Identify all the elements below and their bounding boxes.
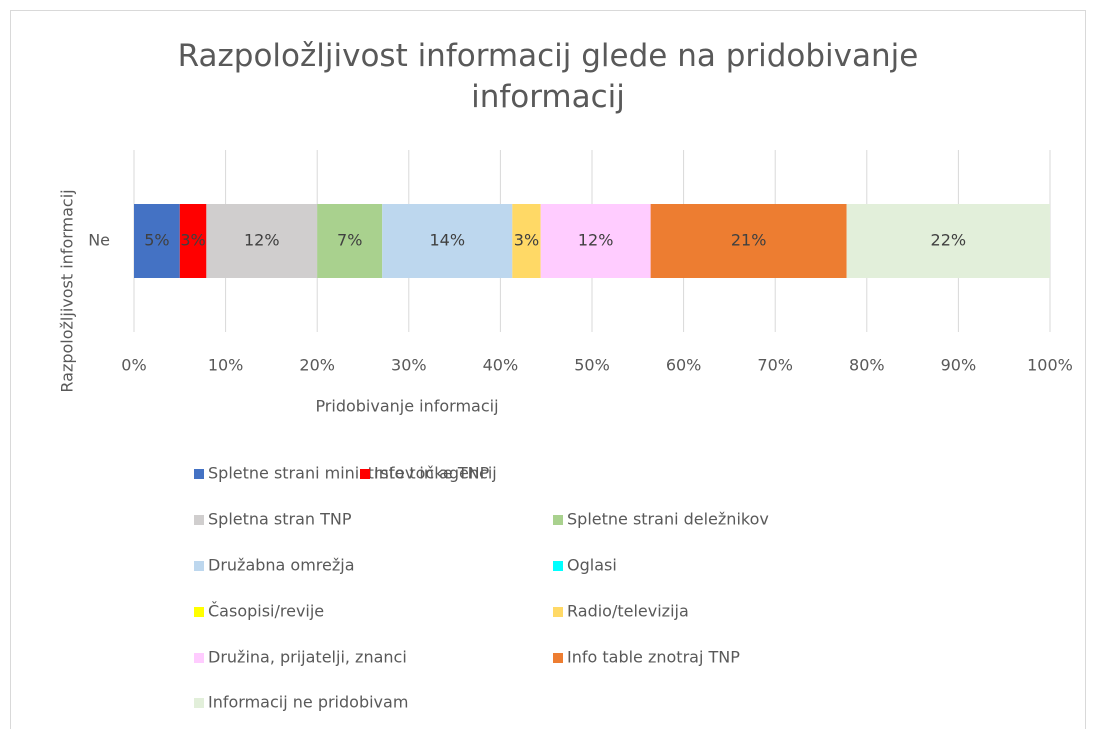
legend-swatch xyxy=(194,698,204,708)
legend-swatch xyxy=(194,607,204,617)
data-label: 3% xyxy=(180,231,205,250)
legend-swatch xyxy=(553,607,563,617)
x-tick-label: 80% xyxy=(849,356,885,375)
legend-swatch xyxy=(194,469,204,479)
legend-swatch xyxy=(194,561,204,571)
x-tick-label: 90% xyxy=(941,356,977,375)
x-tick-label: 20% xyxy=(299,356,335,375)
bar-segment xyxy=(317,204,383,278)
legend-swatch xyxy=(194,653,204,663)
bar-segment xyxy=(179,204,207,278)
legend-swatch xyxy=(553,515,563,525)
x-tick-label: 100% xyxy=(1027,356,1073,375)
data-label: 5% xyxy=(144,231,169,250)
legend-swatch xyxy=(553,561,563,571)
bar-segment xyxy=(134,204,180,278)
legend-label: Info table znotraj TNP xyxy=(567,648,740,667)
data-label: 21% xyxy=(731,231,767,250)
x-axis-label: Pridobivanje informacij xyxy=(315,397,498,416)
bar-segment xyxy=(382,204,513,278)
legend-swatch xyxy=(194,515,204,525)
legend-label: Oglasi xyxy=(567,556,617,575)
legend-label: Spletne strani deležnikov xyxy=(567,510,769,529)
legend-label: Spletna stran TNP xyxy=(208,510,352,529)
legend-swatch xyxy=(360,469,370,479)
x-tick-label: 0% xyxy=(121,356,146,375)
bar-segment xyxy=(206,204,318,278)
bar-segment xyxy=(650,204,847,278)
data-label: 3% xyxy=(514,231,539,250)
y-axis-label: Razpoložljivost informacij xyxy=(58,189,77,392)
bar-segment xyxy=(540,204,651,278)
y-tick-label: Ne xyxy=(88,231,110,250)
legend-label: Družabna omrežja xyxy=(208,556,355,575)
legend-label: Časopisi/revije xyxy=(208,602,324,621)
legend-label: Info točke TNP xyxy=(374,464,490,483)
x-tick-label: 40% xyxy=(483,356,519,375)
bar-segment xyxy=(846,204,1050,278)
legend-label: Spletne strani ministrstev in agencij xyxy=(208,464,497,483)
x-tick-label: 60% xyxy=(666,356,702,375)
legend-label: Družina, prijatelji, znanci xyxy=(208,648,407,667)
legend-label: Informacij ne pridobivam xyxy=(208,693,408,712)
chart-frame xyxy=(10,10,1086,729)
data-label: 12% xyxy=(244,231,280,250)
legend-swatch xyxy=(553,653,563,663)
chart-title: Razpoložljivost informacij glede na prid… xyxy=(177,38,919,115)
bar-segment xyxy=(512,204,541,278)
data-label: 22% xyxy=(931,231,967,250)
data-label: 7% xyxy=(337,231,362,250)
data-label: 12% xyxy=(578,231,614,250)
x-tick-label: 30% xyxy=(391,356,427,375)
x-tick-label: 50% xyxy=(574,356,610,375)
data-label: 14% xyxy=(429,231,465,250)
legend-label: Radio/televizija xyxy=(567,602,689,621)
x-tick-label: 10% xyxy=(208,356,244,375)
x-tick-label: 70% xyxy=(757,356,793,375)
